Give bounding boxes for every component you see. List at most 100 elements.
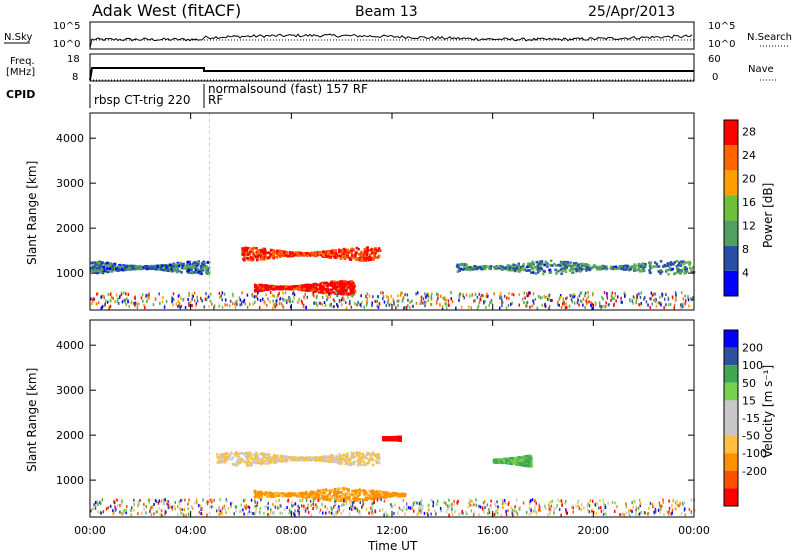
echo-cell xyxy=(319,301,322,305)
echo-cell xyxy=(338,255,342,258)
cpid-mode-2: normalsound (fast) 157 RF xyxy=(208,82,368,96)
echo-cell xyxy=(371,451,375,454)
echo-cell xyxy=(127,265,131,268)
echo-cell xyxy=(186,261,189,264)
echo-cell xyxy=(221,453,224,456)
echo-cell xyxy=(585,267,589,270)
echo-cell xyxy=(643,511,646,515)
echo-cell xyxy=(624,294,626,298)
echo-cell xyxy=(590,301,592,305)
echo-cell xyxy=(587,295,590,299)
echo-cell xyxy=(377,255,380,258)
echo-cell xyxy=(327,249,331,253)
echo-cell xyxy=(386,295,388,299)
echo-cell xyxy=(319,459,322,462)
echo-cell xyxy=(562,297,564,301)
echo-cell xyxy=(209,300,212,303)
echo-cell xyxy=(366,462,369,465)
echo-cell xyxy=(269,300,271,304)
echo-cell xyxy=(313,495,317,498)
echo-cell xyxy=(471,503,473,507)
noise-right-tick-top: 10^5 xyxy=(708,21,735,32)
echo-cell xyxy=(692,296,694,299)
echo-cell xyxy=(222,456,226,459)
echo-cell xyxy=(628,266,631,269)
echo-cell xyxy=(472,267,476,270)
echo-cell xyxy=(628,268,631,272)
echo-cell xyxy=(335,490,339,494)
echo-cell xyxy=(350,505,352,509)
echo-cell xyxy=(374,299,376,303)
echo-cell xyxy=(251,255,255,259)
echo-cell xyxy=(610,294,613,298)
echo-cell xyxy=(335,499,338,502)
echo-cell xyxy=(136,265,139,268)
echo-cell xyxy=(584,291,587,295)
echo-cell xyxy=(320,495,324,498)
echo-cell xyxy=(483,267,486,271)
echo-cell xyxy=(163,265,166,268)
echo-cell xyxy=(180,296,182,300)
echo-cell xyxy=(479,295,482,299)
echo-cell xyxy=(668,266,672,269)
echo-cell xyxy=(134,295,136,299)
echo-cell xyxy=(114,265,117,268)
echo-cell xyxy=(137,267,141,271)
freq-left-tick-bottom: 8 xyxy=(72,72,78,83)
echo-cell xyxy=(235,505,238,509)
echo-cell xyxy=(329,497,332,501)
echo-cell xyxy=(290,492,293,495)
echo-cell xyxy=(267,512,269,516)
echo-cell xyxy=(311,284,314,287)
echo-cell xyxy=(99,265,102,268)
echo-cell xyxy=(393,300,395,303)
echo-cell xyxy=(380,291,382,295)
echo-cell xyxy=(327,296,329,300)
echo-cell xyxy=(518,456,521,460)
echo-cell xyxy=(529,305,531,309)
echo-cell xyxy=(505,513,508,516)
echo-cell xyxy=(426,293,428,297)
echo-cell xyxy=(344,292,347,296)
echo-cell xyxy=(284,459,287,463)
echo-cell xyxy=(504,266,507,270)
echo-cell xyxy=(354,290,357,294)
echo-cell xyxy=(192,294,194,298)
echo-cell xyxy=(382,436,386,439)
echo-cell xyxy=(205,267,208,270)
echo-cell xyxy=(437,296,439,300)
echo-cell xyxy=(292,292,294,296)
echo-cell xyxy=(252,302,254,306)
echo-cell xyxy=(682,262,686,266)
echo-cell xyxy=(91,302,93,306)
echo-cell xyxy=(498,295,501,299)
echo-cell xyxy=(265,257,268,261)
echo-cell xyxy=(373,496,377,500)
echo-cell xyxy=(187,266,190,269)
echo-cell xyxy=(268,453,271,456)
echo-cell xyxy=(187,298,189,301)
echo-cell xyxy=(340,251,343,255)
echo-cell xyxy=(661,292,663,296)
echo-cell xyxy=(203,305,205,309)
echo-cell xyxy=(487,294,489,298)
echo-cell xyxy=(133,302,135,305)
echo-cell xyxy=(292,503,295,507)
echo-cell xyxy=(450,297,452,301)
echo-cell xyxy=(235,455,238,458)
echo-cell xyxy=(316,294,318,298)
echo-cell xyxy=(305,306,307,310)
echo-cell xyxy=(540,267,544,271)
echo-cell xyxy=(400,291,402,295)
echo-cell xyxy=(348,512,351,516)
echo-cell xyxy=(512,293,515,297)
echo-cell xyxy=(307,506,309,510)
echo-cell xyxy=(201,299,203,303)
echo-cell xyxy=(378,302,381,306)
echo-cell xyxy=(544,260,548,264)
echo-cell xyxy=(205,298,208,302)
freq-label-2: [MHz] xyxy=(6,67,35,78)
echo-cell xyxy=(245,249,248,252)
echo-cell xyxy=(597,266,600,269)
echo-cell xyxy=(171,296,173,300)
